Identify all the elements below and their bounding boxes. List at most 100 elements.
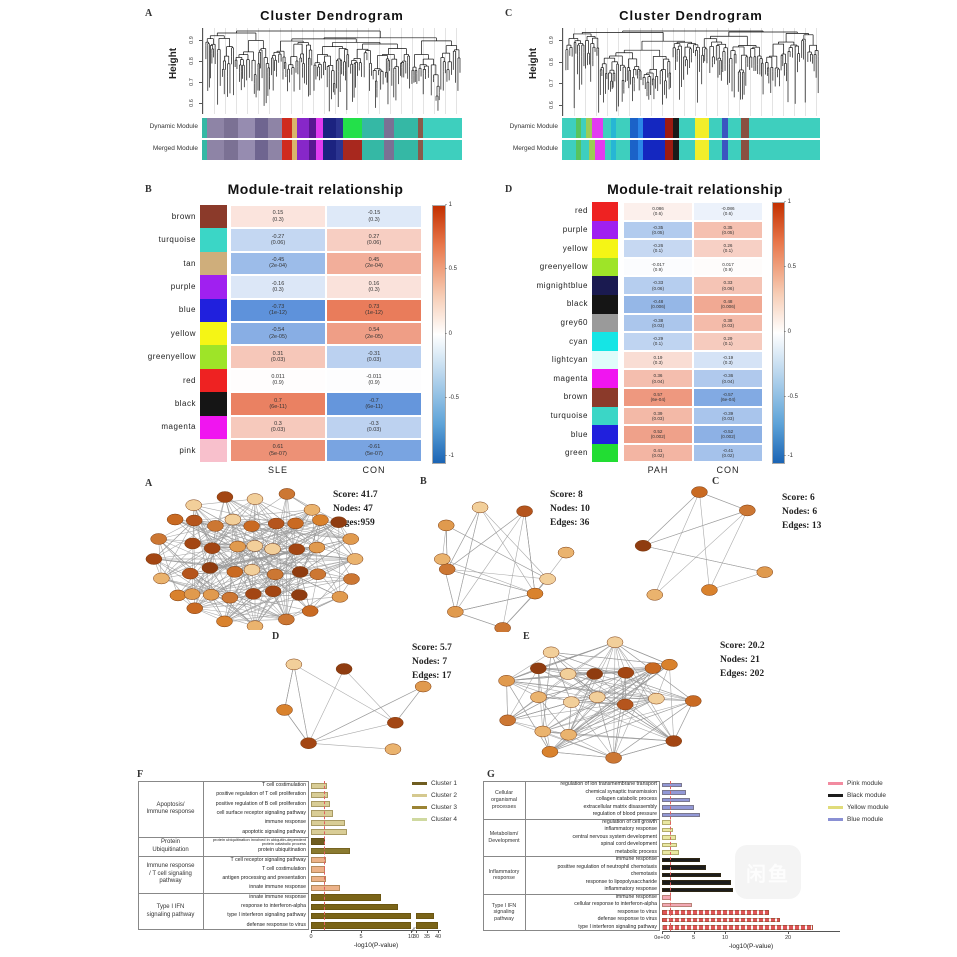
- network-svg: [498, 636, 702, 764]
- heatmap-cell: 0.45 (2e-04): [326, 251, 422, 276]
- colorbar-tick-label: - 1: [784, 199, 792, 205]
- cell-p-value: (0.1): [653, 341, 663, 347]
- cell-p-value: (0.05): [651, 229, 664, 235]
- network-stat-line: Score: 6: [782, 493, 815, 503]
- network-edge: [442, 558, 536, 594]
- network-node: [145, 553, 163, 565]
- cell-correlation: 0.52: [653, 429, 663, 435]
- module-color-segment: [206, 118, 224, 138]
- x-tick-label: 5: [359, 934, 363, 940]
- network-edge: [479, 507, 536, 594]
- network-node: [153, 572, 170, 585]
- x-tick-mark: [693, 931, 695, 934]
- module-color-segment: [629, 140, 638, 160]
- network-node: [229, 540, 246, 553]
- network-edge: [614, 642, 675, 742]
- legend-color-dash: [828, 793, 843, 797]
- heatmap-cell: -0.36 (0.04): [693, 369, 763, 388]
- cell-p-value: (0.3): [723, 360, 733, 366]
- heatmap-cell: -0.7 (6e-11): [326, 392, 422, 416]
- network-edge: [343, 668, 396, 723]
- module-row-label: cyan: [569, 336, 588, 346]
- network-edge: [455, 507, 481, 612]
- module-color-segment: [616, 118, 630, 138]
- module-row-label: lightcyan: [551, 355, 588, 365]
- cell-p-value: (6e-11): [269, 403, 287, 410]
- group-divider: [526, 818, 660, 820]
- network-edge: [571, 701, 626, 705]
- network-node: [330, 516, 347, 528]
- go-term-label: positive regulation of neutrophil chemot…: [557, 863, 658, 870]
- network-edge: [224, 558, 356, 622]
- network-edge: [549, 751, 614, 759]
- heatmap-cell: -0.52 (0.002): [693, 425, 763, 444]
- module-color-swatch: [592, 313, 618, 333]
- network-edge: [549, 698, 657, 753]
- network-node: [346, 553, 364, 565]
- cell-correlation: -0.33: [652, 280, 664, 286]
- heatmap-cell: 0.017 (0.9): [693, 257, 763, 277]
- merged-module-label-c: Merged Module: [512, 145, 558, 152]
- x-tick-mark: [416, 930, 417, 933]
- network-stat-line: Edges: 36: [550, 517, 590, 528]
- dendrogram-c-y-axis-label: Height: [528, 47, 540, 80]
- network-edge: [224, 545, 256, 622]
- go-bar: [662, 790, 686, 795]
- network-node: [335, 663, 353, 675]
- dendrogram-c-plot: [562, 28, 821, 116]
- cell-correlation: 0.61: [272, 444, 284, 451]
- module-row-label: magenta: [553, 373, 588, 383]
- group-divider: [204, 892, 309, 894]
- module-row-label: tan: [183, 258, 196, 268]
- heatmap-cell: -0.73 (1e-12): [230, 298, 326, 322]
- network-edge: [699, 492, 710, 591]
- x-tick-label: 30: [412, 934, 420, 940]
- network-node: [499, 714, 516, 727]
- y-tick-mark: [199, 102, 202, 104]
- y-tick-label: 0.6: [188, 98, 195, 107]
- network-edge: [153, 546, 238, 560]
- network-node: [756, 566, 774, 578]
- network-edge: [669, 664, 675, 742]
- group-divider: [526, 893, 660, 895]
- module-color-segment: [708, 118, 723, 138]
- module-row-label: yellow: [562, 243, 588, 253]
- heatmap-cell: 0.73 (1e-12): [326, 298, 422, 322]
- x-axis-line: [311, 930, 441, 931]
- module-row-label: blue: [570, 429, 588, 439]
- network-node: [216, 491, 234, 503]
- go-bar: [311, 922, 411, 929]
- x-tick-label: 0: [309, 934, 313, 940]
- module-color-segment: [741, 140, 750, 160]
- go-term-label: regulation of ion transmembrane transpor…: [560, 781, 657, 788]
- legend-entry-label: Blue module: [847, 815, 884, 823]
- network-edge: [542, 704, 626, 732]
- trait-column-label: CON: [716, 465, 740, 476]
- module-color-swatch: [200, 415, 227, 439]
- network-node: [288, 543, 305, 555]
- module-row-label: turquoise: [550, 410, 588, 420]
- cell-correlation: -0.52: [722, 429, 734, 435]
- module-color-segment: [581, 118, 587, 138]
- heatmap-cell: -0.31 (0.03): [326, 345, 422, 369]
- network-node: [661, 658, 678, 671]
- cell-correlation: -0.45: [271, 257, 285, 264]
- dynamic-module-label-c: Dynamic Module: [509, 123, 558, 130]
- network-edge: [194, 509, 313, 521]
- go-term-label: response to interferon-alpha: [241, 903, 306, 910]
- network-edge: [506, 652, 552, 682]
- go-bar: [662, 827, 674, 832]
- cell-p-value: (0.3): [368, 216, 380, 223]
- module-color-segment: [362, 140, 385, 160]
- module-color-swatch: [200, 345, 227, 369]
- heatmap-d-grid: red 0.086 (0.6) -0.086 (0.6) purple -0.35 (0.05…: [480, 199, 820, 476]
- network-edge: [502, 593, 536, 629]
- module-color-segment: [223, 118, 239, 138]
- network-stat-line: Edges: 17: [412, 670, 452, 681]
- merged-module-bar-c: [562, 140, 820, 160]
- dynamic-module-bar-a: [202, 118, 462, 138]
- network-edge: [212, 523, 277, 549]
- colorbar-tick-label: - -1: [445, 453, 454, 460]
- module-row-label: red: [574, 206, 588, 216]
- legend-color-dash: [828, 805, 843, 809]
